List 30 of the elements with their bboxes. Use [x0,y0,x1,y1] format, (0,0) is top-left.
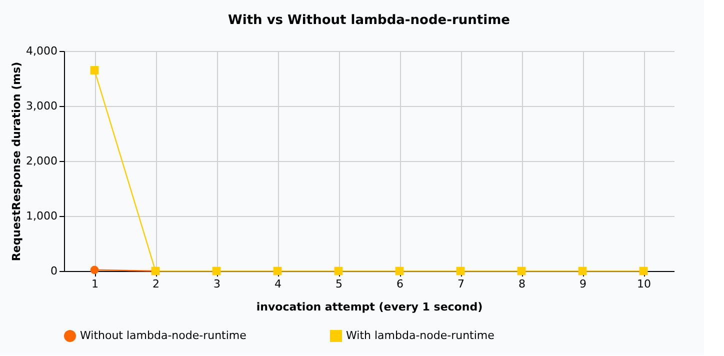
x-tick-label: 5 [336,278,342,290]
x-tick-label: 3 [214,278,220,290]
legend-label: With lambda-node-runtime [346,329,495,342]
x-tick-label: 10 [637,278,651,290]
x-tick-label: 9 [580,278,586,290]
x-tick-label: 6 [396,278,404,290]
point [639,266,648,276]
x-tick-label: 4 [274,278,282,290]
point [212,266,221,276]
x-axis-title: invocation attempt (every 1 second) [256,300,483,314]
y-tick-label: 3,000 [26,100,58,112]
x-tick-label: 7 [458,278,464,290]
y-tick-label: 1,000 [26,210,58,222]
legend-label: Without lambda-node-runtime [80,329,247,342]
x-tick-label: 2 [152,278,160,290]
point [578,266,587,276]
y-axis-title: RequestResponse duration (ms) [10,62,24,262]
point [90,66,99,74]
y-tick-label: 2,000 [26,154,58,168]
point [334,266,343,276]
x-tick-label: 1 [92,278,98,290]
x-tick-label: 8 [518,278,526,290]
point [273,266,282,276]
y-tick-label: 0 [50,264,58,278]
chart-title: With vs Without lambda-node-runtime [228,13,510,28]
point [456,266,465,276]
point [90,266,99,274]
y-tick-label: 4,000 [26,44,58,58]
point [517,266,526,276]
point [395,266,404,276]
